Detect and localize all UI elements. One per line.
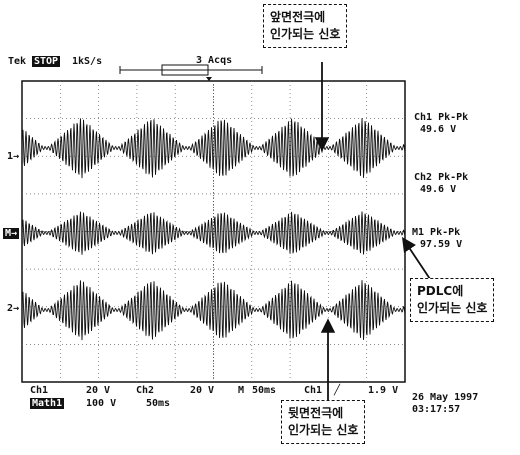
math-marker: M→ [3,228,20,239]
front-electrode-callout: 앞면전극에 인가되는 신호 [263,4,348,48]
callout-line: 인가되는 신호 [288,423,359,437]
ch2-marker: 2→ [7,303,20,314]
waveform-traces [21,118,406,341]
measurement-title: Ch1 Pk-Pk [414,112,469,123]
sample-rate-label: 1kS/s [72,56,103,67]
callout-line: 인가되는 신호 [417,301,488,315]
math-timebase: 50ms [146,398,171,409]
capture-time: 03:17:57 [412,404,461,415]
callout-line: 앞면전극에 [270,10,326,24]
measurement-value: 97.59 V [420,239,463,250]
rear-electrode-callout: 뒷면전극에 인가되는 신호 [281,400,366,444]
callout-line: PDLC에 [417,284,464,298]
callout-line: 뒷면전극에 [288,406,344,420]
measurement-value: 49.6 V [420,184,457,195]
timebase-value: 50ms [252,385,277,396]
ch1-label: Ch1 [30,385,49,396]
trigger-level: 1.9 V [368,385,399,396]
capture-date: 26 May 1997 [412,392,479,403]
math-scale: 100 V [86,398,117,409]
ch1-scale: 20 V [86,385,111,396]
acquisition-status-badge: STOP [32,56,61,67]
pdlc-callout: PDLC에 인가되는 신호 [410,278,495,322]
trace-ch2 [21,211,406,255]
callout-line: 인가되는 신호 [270,27,341,41]
trigger-source: Ch1 [304,385,323,396]
measurement-title: Ch2 Pk-Pk [414,172,469,183]
ch2-label: Ch2 [136,385,155,396]
ch2-scale: 20 V [190,385,215,396]
measurement-title: M1 Pk-Pk [412,227,461,238]
timebase-label: M [238,385,245,396]
trace-m1 [21,280,406,341]
trigger-slope-icon: ╱ [334,385,341,396]
measurement-value: 49.6 V [420,124,457,135]
acquisition-count-label: 3 Acqs [196,55,233,66]
ch1-marker: 1→ [7,151,20,162]
brand-label: Tek [8,56,27,67]
trigger-bracket [119,64,263,81]
math-badge: Math1 [30,398,65,409]
trace-ch1 [21,118,406,179]
